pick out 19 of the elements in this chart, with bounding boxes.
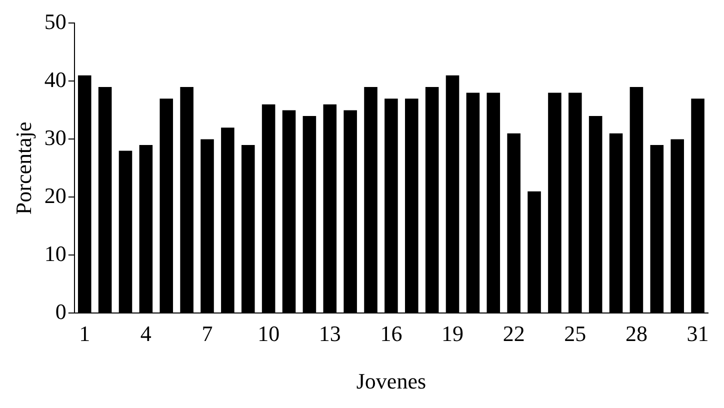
x-tick-label: 16 [380, 321, 402, 346]
x-tick-label: 4 [140, 321, 152, 346]
x-tick-label: 10 [258, 321, 280, 346]
x-tick-label: 1 [79, 321, 90, 346]
x-tick-label: 28 [625, 321, 648, 346]
x-tick-label: 13 [318, 321, 341, 346]
y-tick-label: 10 [44, 240, 66, 266]
x-tick-label: 22 [502, 321, 525, 346]
y-tick-label: 20 [44, 182, 66, 208]
x-tick-label: 7 [202, 321, 213, 346]
x-tick-label: 31 [686, 321, 709, 346]
y-axis-title: Porcentaje [10, 122, 36, 215]
y-tick-label: 50 [44, 8, 66, 34]
y-tick-label: 0 [55, 298, 66, 324]
y-tick-label: 40 [44, 66, 66, 92]
x-tick-label: 19 [442, 321, 464, 346]
x-axis-title: Jovenes [356, 368, 426, 394]
x-tick-label: 25 [564, 321, 586, 346]
y-tick-label: 30 [44, 124, 66, 150]
